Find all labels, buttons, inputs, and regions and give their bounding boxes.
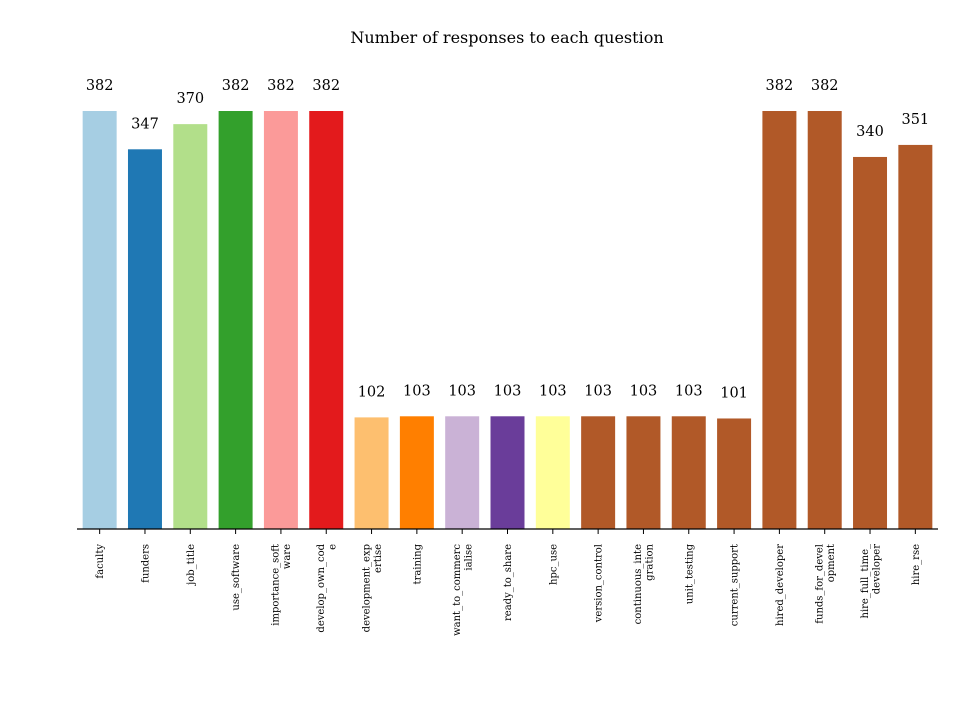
x-tick-label: unit_testing <box>684 543 695 604</box>
x-tick-label: funds_for_development <box>814 544 837 624</box>
bar-value-label: 103 <box>448 383 476 399</box>
bar-value-label: 382 <box>811 78 839 94</box>
bar <box>173 124 208 529</box>
bar <box>807 111 842 529</box>
bar-value-label: 102 <box>358 384 386 400</box>
bar-value-label: 101 <box>720 385 748 401</box>
bar <box>581 416 616 529</box>
bar <box>535 416 570 529</box>
x-tick-label: ready_to_share <box>503 544 514 621</box>
bar-value-label: 351 <box>901 112 929 128</box>
bar-value-label: 103 <box>494 383 522 399</box>
x-tick-label: develop_own_code <box>316 543 339 632</box>
bar <box>309 111 344 529</box>
bar-value-label: 382 <box>86 78 114 94</box>
bar-value-label: 347 <box>131 116 159 132</box>
bar <box>762 111 797 529</box>
bar <box>717 418 752 529</box>
bar <box>671 416 706 529</box>
x-tick-label: continuous_integration <box>633 543 656 624</box>
x-tick-label: hire_rse <box>911 544 922 585</box>
value-labels-group: 382 347 370 382 382 382 102 103 103 103 103 103 103 1… <box>86 78 929 401</box>
bar-value-label: 103 <box>675 383 703 399</box>
bar <box>898 144 933 530</box>
bar <box>127 149 162 530</box>
bar <box>263 111 298 529</box>
x-tick-label: training <box>412 543 423 584</box>
bar-value-label: 340 <box>856 124 884 140</box>
x-tick-label: job_title <box>186 544 197 586</box>
x-tick-label: hired_developer <box>775 544 786 626</box>
x-tick-label: faculty <box>95 544 106 579</box>
bar <box>82 111 117 529</box>
chart-title: Number of responses to each question <box>350 28 663 47</box>
bar <box>626 416 661 529</box>
x-tick-label: hpc_use <box>548 544 559 585</box>
bar-value-label: 103 <box>403 383 431 399</box>
x-tick-label: current_support <box>730 544 741 626</box>
bar <box>490 416 525 529</box>
x-tick-label: use_software <box>231 544 242 611</box>
x-tick-label: version_control <box>594 544 605 623</box>
bar <box>399 416 434 529</box>
x-tick-label: want_to_commercialise <box>452 544 475 636</box>
bar <box>354 417 389 529</box>
bar <box>445 416 480 529</box>
x-tick-label: hire_full_time_developer <box>860 544 883 619</box>
x-tick-label: development_expertise <box>361 544 384 632</box>
bar <box>853 156 888 529</box>
x-tick-label: importance_software <box>271 544 294 626</box>
bar-value-label: 103 <box>539 383 567 399</box>
bar-value-label: 382 <box>267 78 295 94</box>
bar-value-label: 382 <box>312 78 340 94</box>
bar-value-label: 370 <box>176 91 204 107</box>
x-tick-label: funders <box>140 544 151 583</box>
x-ticks-group <box>99 529 916 534</box>
bar-value-label: 382 <box>222 78 250 94</box>
bar-value-label: 103 <box>584 383 612 399</box>
bars-group <box>82 111 933 530</box>
bar <box>218 111 253 529</box>
bar-value-label: 103 <box>630 383 658 399</box>
x-tick-labels-group: faculty funders job_title use_software impor… <box>95 543 922 635</box>
bar-value-label: 382 <box>766 78 794 94</box>
